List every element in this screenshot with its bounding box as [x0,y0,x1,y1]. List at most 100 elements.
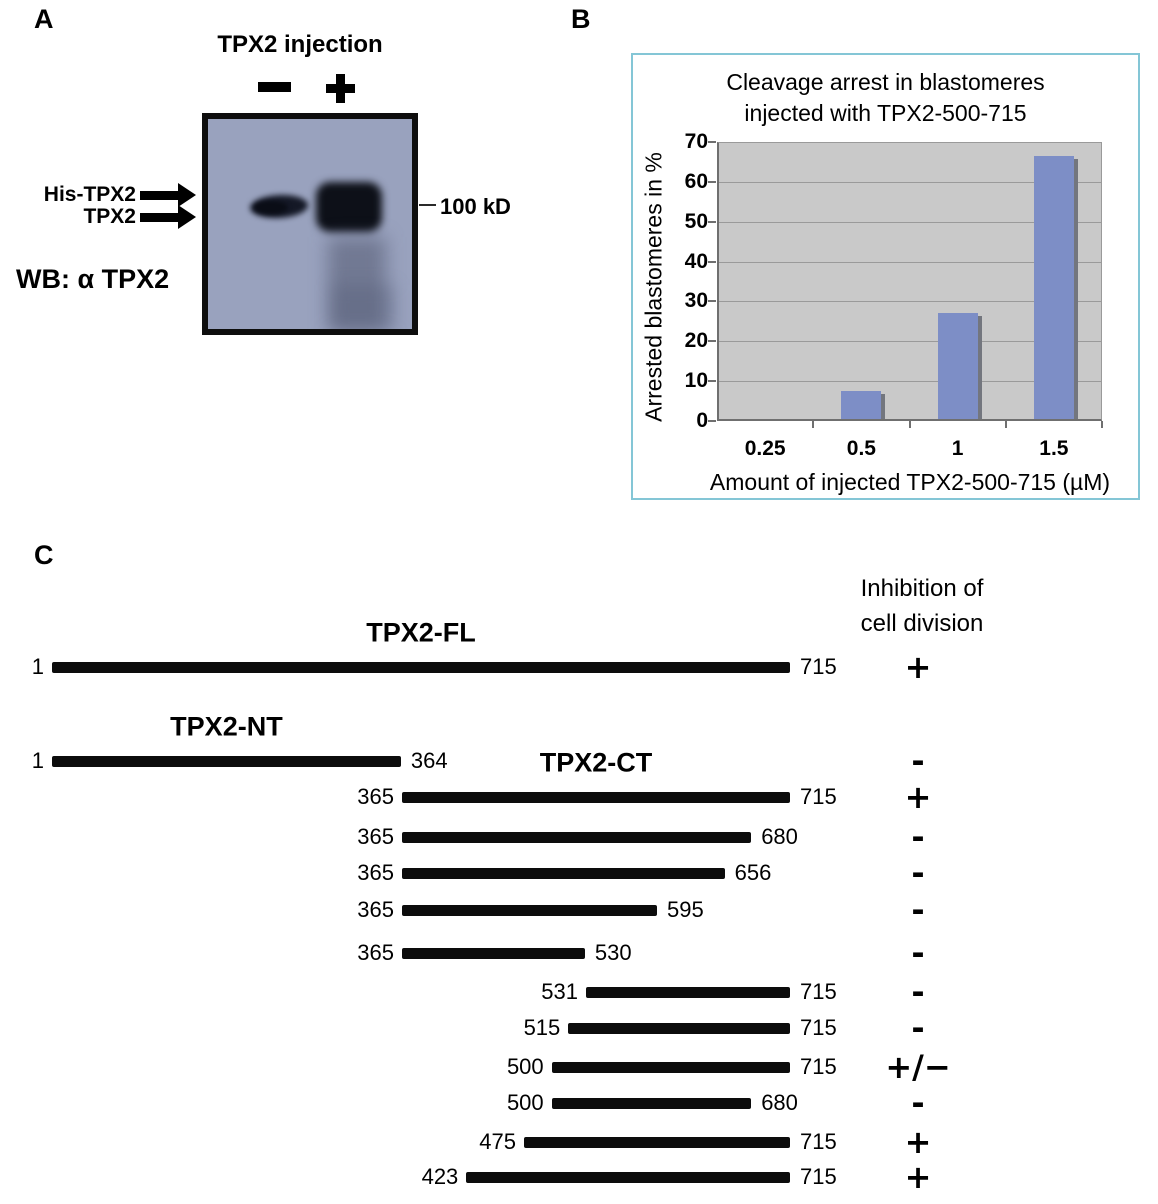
inhibition-symbol: - [911,854,925,892]
construct-name: TPX2-FL [366,617,476,648]
inhibition-symbol: - [911,818,925,856]
construct-start-residue: 1 [31,654,44,679]
x-tick-label: 0.5 [846,437,876,460]
x-tick-label: 0.25 [744,437,786,460]
gridline [717,261,1102,263]
construct-bar [402,905,657,916]
gridline [717,341,1102,343]
construct-bar [466,1172,790,1183]
western-blot-image [202,113,418,335]
x-axis-label: Amount of injected TPX2-500-715 (µM) [709,469,1111,495]
blot-band-plus-lane [316,182,382,232]
molecular-weight-label: 100 kD [440,194,511,219]
y-tick-mark [708,220,716,223]
y-tick-mark [708,260,716,263]
inhibition-symbol: - [911,973,925,1011]
tpx2-label: TPX2 [83,205,136,228]
chart-title: Cleavage arrest in blastomeres injected … [631,67,1140,129]
chart-bar [1033,155,1074,421]
construct-bar [568,1023,790,1034]
inhibition-column-header: Inhibition of cell division [812,571,1032,641]
gridline [717,221,1102,223]
construct-start-residue: 500 [506,1054,544,1079]
y-tick-label: 50 [684,209,708,233]
construct-end-residue: 715 [800,1054,837,1079]
molecular-weight-tick [419,204,436,206]
construct-start-residue: 515 [523,1015,561,1040]
chart-plot [717,142,1102,421]
his-tpx2-label: His-TPX2 [43,183,136,206]
y-tick-mark [708,420,716,422]
gridline [717,181,1102,183]
gridline [717,381,1102,383]
chart-bar [841,391,882,421]
panel-c-label: C [34,540,54,570]
construct-bar [551,1062,790,1073]
inhibition-header-line1: Inhibition of [860,575,984,602]
construct-bar [586,987,790,998]
construct-end-residue: 715 [800,1164,837,1189]
construct-bar [52,756,401,767]
construct-start-residue: 365 [357,897,394,922]
y-tick-label: 60 [684,169,708,193]
inhibition-symbol: + [904,1123,932,1161]
y-tick-label: 10 [684,369,708,393]
x-tick-mark [908,421,911,428]
y-tick-mark [708,300,716,303]
construct-end-residue: 530 [594,940,632,965]
construct-start-residue: 365 [357,940,394,965]
construct-bar [551,1098,752,1109]
construct-bar [402,868,725,879]
minus-lane-symbol [258,82,291,92]
inhibition-symbol: - [911,891,925,929]
construct-start-residue: 531 [541,979,579,1004]
construct-start-residue: 500 [506,1090,544,1115]
chart-title-line2: injected with TPX2-500-715 [744,100,1027,126]
construct-end-residue: 656 [734,860,772,885]
gridline [717,301,1102,303]
inhibition-symbol: +/− [885,1048,951,1086]
construct-start-residue: 365 [357,784,394,809]
construct-end-residue: 715 [800,1129,837,1154]
y-tick-label: 0 [696,409,708,432]
construct-end-residue: 715 [800,1015,837,1040]
construct-start-residue: 1 [31,748,44,773]
construct-name: TPX2-CT [539,747,653,778]
construct-start-residue: 475 [479,1129,516,1154]
x-tick-mark [1101,421,1103,428]
panel-b-label: B [571,4,591,34]
inhibition-symbol: + [904,648,932,686]
inhibition-symbol: + [904,778,932,816]
y-tick-mark [708,340,716,343]
inhibition-symbol: - [911,934,925,972]
arrow-right-icon [140,205,198,229]
plus-lane-symbol [326,74,355,103]
construct-name: TPX2-NT [170,711,283,742]
construct-bar [52,662,790,673]
blot-smear-lower [332,285,394,329]
y-tick-label: 30 [684,289,708,313]
inhibition-symbol: - [911,1084,925,1122]
y-tick-label: 20 [684,329,708,353]
construct-end-residue: 715 [800,654,837,679]
construct-start-residue: 423 [421,1164,459,1189]
x-tick-label: 1.5 [1039,437,1069,460]
construct-bar [402,948,585,959]
y-tick-label: 70 [684,130,708,153]
y-tick-mark [708,180,716,183]
construct-end-residue: 595 [666,897,704,922]
construct-bar [402,832,752,843]
x-tick-mark [812,421,815,428]
construct-end-residue: 680 [761,1090,798,1115]
arrow-right-icon [140,183,198,207]
y-tick-mark [708,141,716,143]
construct-end-residue: 715 [800,979,837,1004]
y-tick-label: 40 [684,249,708,273]
x-tick-label: 1 [951,437,964,460]
blot-band-minus-lane-core [254,201,288,214]
x-tick-mark [1004,421,1007,428]
inhibition-symbol: + [904,1158,932,1196]
construct-bar [402,792,790,803]
y-tick-mark [708,380,716,383]
